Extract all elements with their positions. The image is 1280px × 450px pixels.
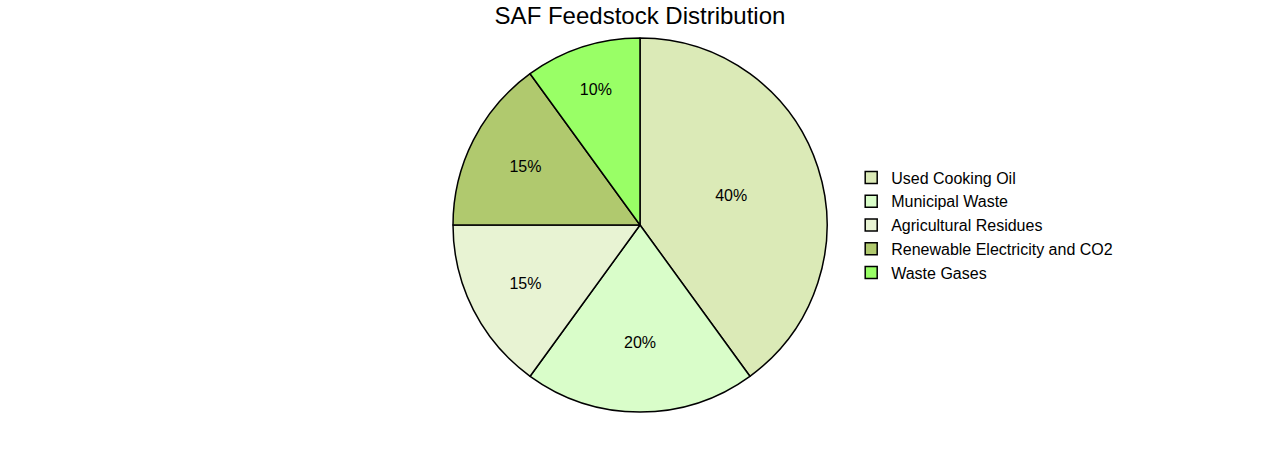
svg-text:40%: 40%: [715, 187, 747, 204]
svg-text:Used Cooking Oil: Used Cooking Oil: [891, 170, 1016, 187]
svg-text:Municipal Waste: Municipal Waste: [891, 193, 1008, 210]
svg-text:Agricultural Residues: Agricultural Residues: [891, 217, 1042, 234]
svg-text:Waste Gases: Waste Gases: [891, 265, 986, 282]
svg-text:15%: 15%: [509, 275, 541, 292]
svg-text:Renewable Electricity and CO2: Renewable Electricity and CO2: [891, 241, 1113, 258]
svg-text:10%: 10%: [580, 81, 612, 98]
svg-text:SAF Feedstock Distribution: SAF Feedstock Distribution: [495, 2, 786, 29]
svg-text:15%: 15%: [509, 158, 541, 175]
svg-text:20%: 20%: [624, 334, 656, 351]
